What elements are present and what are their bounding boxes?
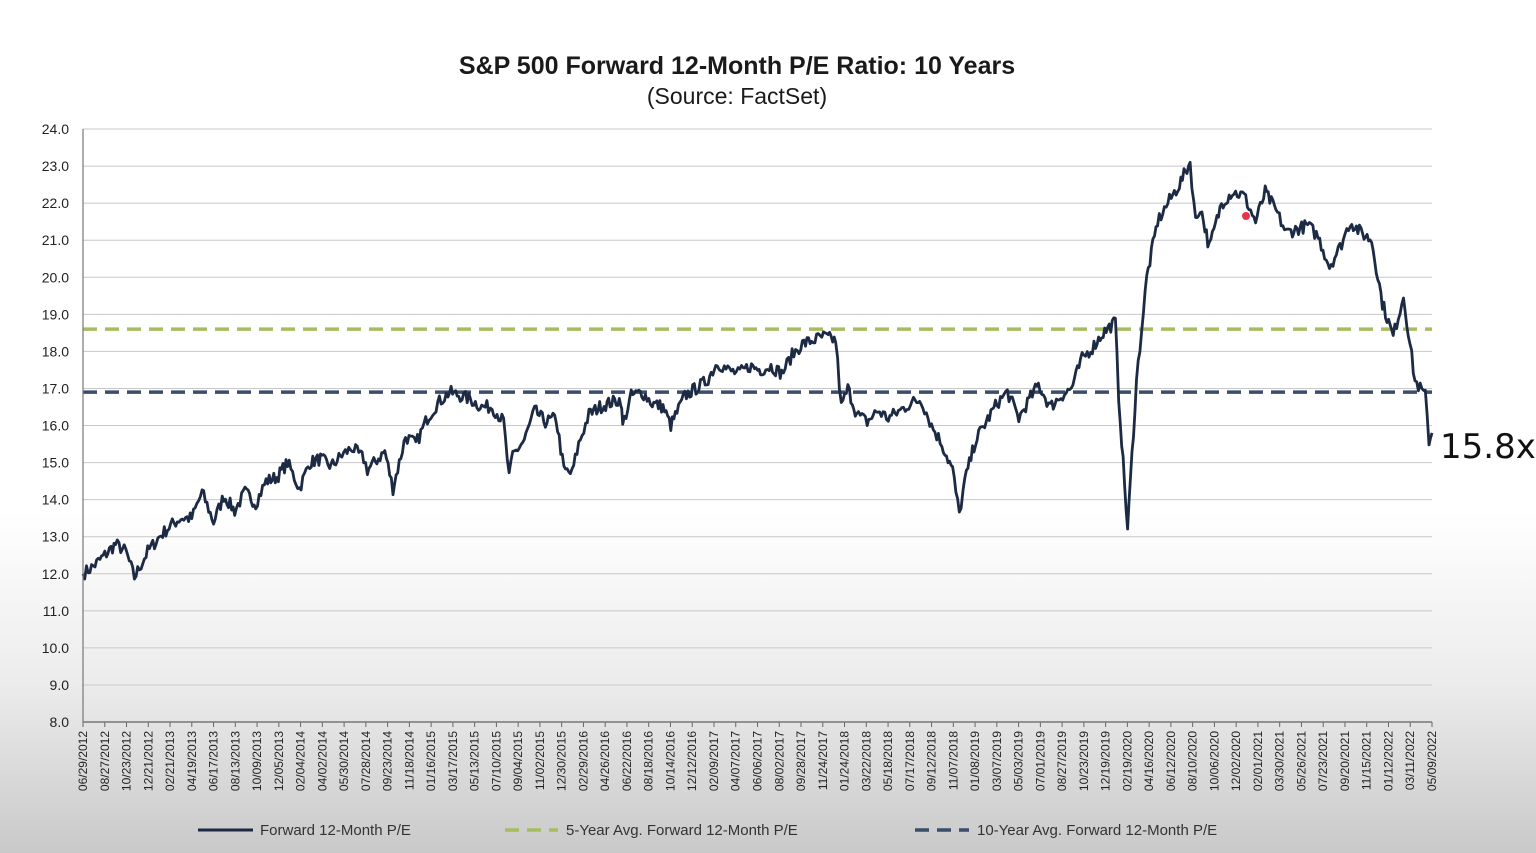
x-tick-label: 04/19/2013 — [185, 731, 199, 791]
x-tick-label: 12/12/2016 — [685, 731, 699, 791]
x-tick-label: 04/02/2014 — [315, 731, 329, 791]
x-tick-label: 11/15/2021 — [1360, 731, 1374, 790]
y-tick-label: 8.0 — [50, 714, 70, 730]
series-layer — [81, 160, 1434, 581]
x-tick-label: 03/30/2021 — [1273, 731, 1287, 791]
x-tick-label: 08/27/2019 — [1055, 731, 1069, 791]
y-tick-label: 21.0 — [42, 232, 69, 248]
chart-subtitle: (Source: FactSet) — [647, 83, 827, 109]
y-tick-label: 19.0 — [42, 306, 69, 322]
x-tick-label: 04/07/2017 — [729, 731, 743, 791]
x-tick-label: 05/18/2018 — [881, 731, 895, 791]
y-tick-label: 11.0 — [43, 603, 69, 619]
x-tick-label: 10/14/2016 — [663, 731, 677, 791]
x-tick-label: 01/08/2019 — [968, 731, 982, 791]
x-tick-label: 12/21/2012 — [141, 731, 155, 791]
x-tick-label: 08/02/2017 — [772, 731, 786, 791]
y-tick-label: 17.0 — [42, 380, 69, 396]
x-tick-label: 07/28/2014 — [359, 731, 373, 791]
y-tick-label: 10.0 — [42, 640, 69, 656]
y-axis-ticks: 24.0 23.0 22.0 21.0 20.0 19.0 18.0 17.0 16.0 15.0… — [42, 121, 69, 730]
x-tick-label: 09/04/2015 — [511, 731, 525, 791]
y-tick-label: 22.0 — [42, 195, 69, 211]
x-tick-label: 07/23/2021 — [1316, 731, 1330, 791]
legend: Forward 12-Month P/E 5-Year Avg. Forward… — [198, 822, 1217, 839]
y-tick-label: 15.0 — [42, 455, 69, 471]
x-tick-label: 12/30/2015 — [555, 731, 569, 791]
legend-label-5yr-avg: 5-Year Avg. Forward 12-Month P/E — [566, 822, 798, 839]
x-tick-label: 02/09/2017 — [707, 731, 721, 791]
y-tick-label: 20.0 — [42, 269, 69, 285]
chart-title: S&P 500 Forward 12-Month P/E Ratio: 10 Y… — [459, 52, 1015, 80]
forward-pe-line — [81, 160, 1434, 581]
x-tick-label: 09/28/2017 — [794, 731, 808, 791]
x-tick-label: 03/11/2022 — [1403, 731, 1417, 790]
x-tick-label: 03/22/2018 — [859, 731, 873, 791]
average-lines — [83, 327, 1432, 394]
y-tick-label: 18.0 — [42, 343, 69, 359]
x-tick-label: 02/01/2021 — [1251, 731, 1265, 791]
x-tick-label: 07/17/2018 — [903, 731, 917, 791]
x-tick-label: 12/02/2020 — [1229, 731, 1243, 791]
x-tick-label: 10/23/2019 — [1077, 731, 1091, 791]
legend-label-10yr-avg: 10-Year Avg. Forward 12-Month P/E — [977, 822, 1217, 839]
x-tick-label: 04/16/2020 — [1142, 731, 1156, 791]
x-tick-label: 04/26/2016 — [598, 731, 612, 791]
legend-label-forward-pe: Forward 12-Month P/E — [260, 822, 411, 839]
x-tick-label: 08/13/2013 — [228, 731, 242, 791]
x-tick-label: 12/19/2019 — [1099, 731, 1113, 791]
x-tick-label: 06/29/2012 — [76, 731, 90, 791]
x-tick-label: 02/29/2016 — [576, 731, 590, 791]
x-tick-label: 06/22/2016 — [620, 731, 634, 791]
x-tick-label: 02/19/2020 — [1120, 731, 1134, 791]
x-tick-label: 10/06/2020 — [1207, 731, 1221, 791]
x-tick-label: 05/13/2015 — [468, 731, 482, 791]
axes — [82, 129, 1432, 723]
x-tick-label: 08/10/2020 — [1186, 731, 1200, 791]
current-value-callout: 15.8x — [1440, 427, 1536, 467]
x-tick-label: 11/18/2014 — [402, 731, 416, 790]
x-tick-label: 09/23/2014 — [381, 731, 395, 791]
x-tick-label: 10/09/2013 — [250, 731, 264, 791]
y-tick-label: 13.0 — [42, 529, 69, 545]
x-tick-label: 08/18/2016 — [642, 731, 656, 791]
y-tick-label: 24.0 — [42, 121, 69, 137]
y-tick-label: 16.0 — [42, 418, 69, 434]
x-tick-label: 09/20/2021 — [1338, 731, 1352, 791]
x-tick-label: 05/30/2014 — [337, 731, 351, 791]
x-tick-label: 01/16/2015 — [424, 731, 438, 791]
cursor-dot — [1242, 212, 1250, 220]
grid-lines — [83, 128, 1432, 723]
x-tick-label: 05/03/2019 — [1012, 731, 1026, 791]
y-tick-label: 9.0 — [50, 677, 70, 693]
x-tick-label: 06/06/2017 — [751, 731, 765, 791]
y-tick-label: 12.0 — [42, 566, 69, 582]
x-tick-label: 03/07/2019 — [990, 731, 1004, 791]
x-tick-label: 12/05/2013 — [272, 731, 286, 791]
x-tick-label: 03/17/2015 — [446, 731, 460, 791]
x-tick-label: 05/26/2021 — [1294, 731, 1308, 791]
x-tick-label: 07/10/2015 — [489, 731, 503, 791]
y-tick-label: 14.0 — [42, 492, 69, 508]
x-tick-label: 08/27/2012 — [98, 731, 112, 791]
x-tick-label: 09/12/2018 — [925, 731, 939, 791]
x-tick-label: 11/02/2015 — [533, 731, 547, 790]
x-tick-label: 01/12/2022 — [1381, 731, 1395, 791]
x-tick-label: 11/07/2018 — [946, 731, 960, 790]
x-tick-label: 06/17/2013 — [207, 731, 221, 791]
x-axis-ticks: 06/29/2012 08/27/2012 10/23/2012 12/21/2012… — [76, 722, 1439, 791]
x-tick-label: 11/24/2017 — [816, 731, 830, 790]
x-tick-label: 06/12/2020 — [1164, 731, 1178, 791]
x-tick-label: 02/21/2013 — [163, 731, 177, 791]
x-tick-label: 07/01/2019 — [1033, 731, 1047, 791]
x-tick-label: 02/04/2014 — [294, 731, 308, 791]
x-tick-label: 01/24/2018 — [838, 731, 852, 791]
x-tick-label: 05/09/2022 — [1425, 731, 1439, 791]
y-tick-label: 23.0 — [42, 158, 69, 174]
x-tick-label: 10/23/2012 — [120, 731, 134, 791]
